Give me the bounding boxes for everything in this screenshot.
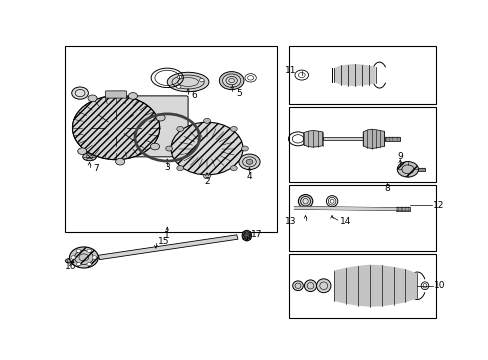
Circle shape bbox=[88, 95, 97, 102]
Text: 13: 13 bbox=[284, 217, 296, 226]
Ellipse shape bbox=[316, 279, 330, 293]
Circle shape bbox=[203, 118, 210, 123]
Circle shape bbox=[238, 154, 260, 170]
FancyBboxPatch shape bbox=[323, 138, 368, 140]
Circle shape bbox=[76, 249, 81, 252]
Polygon shape bbox=[333, 265, 416, 307]
FancyBboxPatch shape bbox=[418, 168, 425, 171]
Polygon shape bbox=[98, 235, 238, 260]
Ellipse shape bbox=[82, 153, 96, 161]
Text: 9: 9 bbox=[397, 152, 403, 161]
Ellipse shape bbox=[65, 258, 74, 263]
Circle shape bbox=[78, 148, 86, 154]
Ellipse shape bbox=[300, 197, 310, 206]
Polygon shape bbox=[363, 129, 384, 149]
Circle shape bbox=[92, 256, 97, 259]
Ellipse shape bbox=[83, 149, 96, 155]
FancyBboxPatch shape bbox=[114, 96, 188, 157]
Ellipse shape bbox=[244, 232, 249, 239]
FancyBboxPatch shape bbox=[288, 254, 435, 318]
Text: 14: 14 bbox=[339, 217, 350, 226]
Circle shape bbox=[177, 166, 183, 171]
Circle shape bbox=[396, 162, 418, 177]
FancyBboxPatch shape bbox=[105, 91, 126, 98]
FancyBboxPatch shape bbox=[288, 46, 435, 104]
Text: 7: 7 bbox=[93, 164, 99, 173]
Circle shape bbox=[199, 78, 203, 82]
Text: 15: 15 bbox=[158, 238, 169, 247]
Circle shape bbox=[156, 114, 165, 121]
Circle shape bbox=[176, 85, 181, 88]
Polygon shape bbox=[333, 64, 375, 86]
Ellipse shape bbox=[242, 230, 251, 241]
FancyBboxPatch shape bbox=[288, 185, 435, 251]
Circle shape bbox=[177, 126, 183, 131]
Ellipse shape bbox=[222, 74, 240, 87]
FancyBboxPatch shape bbox=[65, 46, 277, 232]
Text: 4: 4 bbox=[246, 172, 252, 181]
Circle shape bbox=[150, 143, 159, 150]
Circle shape bbox=[71, 256, 75, 259]
Circle shape bbox=[87, 249, 91, 252]
Ellipse shape bbox=[304, 280, 316, 292]
Circle shape bbox=[245, 159, 252, 164]
Circle shape bbox=[72, 96, 159, 159]
Circle shape bbox=[165, 146, 172, 151]
Circle shape bbox=[171, 122, 243, 175]
FancyBboxPatch shape bbox=[288, 107, 435, 182]
Polygon shape bbox=[294, 207, 409, 211]
Text: 10: 10 bbox=[433, 281, 445, 290]
Circle shape bbox=[241, 146, 248, 151]
Ellipse shape bbox=[292, 281, 303, 291]
Circle shape bbox=[230, 126, 237, 131]
Text: 5: 5 bbox=[236, 89, 242, 98]
Circle shape bbox=[87, 262, 91, 266]
Circle shape bbox=[72, 96, 159, 159]
Ellipse shape bbox=[219, 72, 244, 90]
FancyBboxPatch shape bbox=[385, 137, 400, 141]
Polygon shape bbox=[303, 131, 322, 147]
Text: 17: 17 bbox=[250, 230, 262, 239]
Text: 16: 16 bbox=[65, 262, 76, 271]
Text: 12: 12 bbox=[432, 201, 443, 210]
Ellipse shape bbox=[167, 72, 208, 92]
Circle shape bbox=[76, 262, 81, 266]
Text: 11: 11 bbox=[284, 66, 296, 75]
Circle shape bbox=[177, 75, 182, 79]
Circle shape bbox=[115, 158, 124, 165]
Text: 8: 8 bbox=[384, 184, 389, 193]
Circle shape bbox=[72, 87, 88, 99]
Circle shape bbox=[69, 247, 98, 268]
Circle shape bbox=[203, 174, 210, 179]
Text: 2: 2 bbox=[204, 177, 209, 186]
Ellipse shape bbox=[298, 194, 312, 208]
Circle shape bbox=[230, 166, 237, 171]
Text: 1: 1 bbox=[164, 230, 170, 239]
Text: 6: 6 bbox=[191, 91, 197, 100]
Circle shape bbox=[128, 93, 137, 99]
Text: 3: 3 bbox=[164, 163, 170, 172]
